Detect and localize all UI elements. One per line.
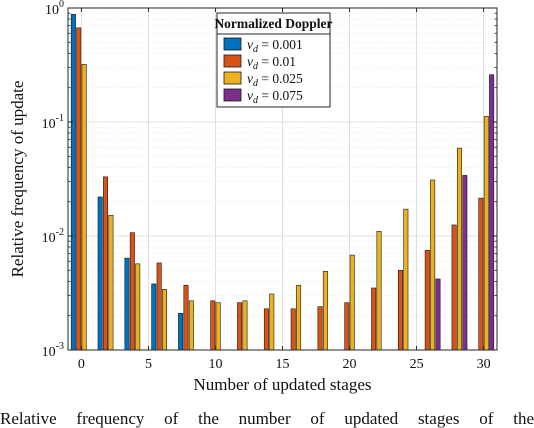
x-tick-label: 5 <box>145 357 152 372</box>
bar <box>349 254 355 351</box>
bar <box>435 278 441 351</box>
bar <box>263 308 269 351</box>
bar <box>489 74 495 351</box>
y-tick-label: 100 <box>45 0 64 18</box>
bar <box>135 263 141 351</box>
bar <box>108 214 114 351</box>
legend-swatch <box>223 54 242 68</box>
bar <box>317 306 323 351</box>
bar <box>424 249 430 351</box>
bar <box>242 300 248 351</box>
bar <box>451 224 457 351</box>
x-tick-label: 25 <box>410 357 424 372</box>
bar <box>456 147 462 351</box>
bar <box>129 232 135 351</box>
bar <box>483 116 489 351</box>
bar <box>151 283 157 351</box>
bar <box>403 208 409 351</box>
bar <box>237 302 243 351</box>
chart: 0 5 10 15 20 25 30 100 10-1 10-2 10-3 Number of up… <box>8 0 498 394</box>
bar <box>290 308 296 351</box>
bar <box>296 284 302 351</box>
bar <box>81 64 87 351</box>
bar <box>322 271 328 351</box>
figure-caption: Relative frequency of the number of upda… <box>0 410 534 428</box>
legend-swatch <box>223 88 242 102</box>
bar <box>478 197 484 351</box>
legend-entry-label: νd = 0.01 <box>247 54 296 72</box>
x-axis-label: Number of updated stages <box>194 375 372 394</box>
bar <box>371 287 377 351</box>
bar <box>178 312 184 351</box>
bar <box>397 270 403 351</box>
bar <box>156 262 162 351</box>
bar <box>103 176 109 351</box>
x-tick-label: 15 <box>276 357 290 372</box>
y-tick-label: 10-2 <box>42 227 64 246</box>
legend-title: Normalized Doppler <box>214 16 332 31</box>
legend-swatch <box>223 71 242 85</box>
bar <box>70 14 76 351</box>
y-tick-label: 10-3 <box>42 341 64 360</box>
x-tick-label: 20 <box>343 357 357 372</box>
bar <box>76 27 82 351</box>
x-tick-label: 0 <box>78 357 85 372</box>
bar <box>188 300 194 351</box>
bar <box>97 196 103 351</box>
y-tick-label: 10-1 <box>42 113 64 132</box>
bar <box>462 175 468 351</box>
tick-labels: 0 5 10 15 20 25 30 100 10-1 10-2 10-3 <box>42 0 491 372</box>
bar <box>215 302 221 351</box>
bar <box>162 289 168 351</box>
bar <box>269 293 275 351</box>
bar <box>344 302 350 351</box>
bar <box>376 230 382 351</box>
legend-entry-label: νd = 0.001 <box>247 37 303 55</box>
legend-entry-label: νd = 0.075 <box>247 88 303 106</box>
x-tick-label: 30 <box>477 357 491 372</box>
legend-swatch <box>223 37 242 51</box>
bars <box>70 14 495 351</box>
ticks <box>68 7 497 351</box>
bar <box>210 300 216 351</box>
bar <box>124 257 130 351</box>
y-axis-label: Relative frequency of update <box>8 81 27 278</box>
bar <box>183 284 189 351</box>
x-tick-label: 10 <box>208 357 222 372</box>
bar <box>430 179 436 351</box>
legend-entry-label: νd = 0.025 <box>247 71 303 89</box>
